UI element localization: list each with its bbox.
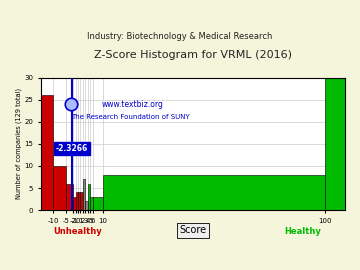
Text: -2.3266: -2.3266 [56,144,88,153]
X-axis label: Score: Score [179,225,207,235]
Text: www.textbiz.org: www.textbiz.org [102,100,163,109]
Y-axis label: Number of companies (129 total): Number of companies (129 total) [15,88,22,200]
Bar [90,197,93,210]
Text: Unhealthy: Unhealthy [53,227,102,236]
Bar [103,175,325,210]
Bar [53,166,66,210]
Bar [81,193,83,210]
Text: Industry: Biotechnology & Medical Research: Industry: Biotechnology & Medical Resear… [87,32,273,41]
Bar [73,197,76,210]
Bar [88,184,90,210]
Bar [93,197,103,210]
Bar [66,184,73,210]
Text: The Research Foundation of SUNY: The Research Foundation of SUNY [71,114,190,120]
Bar [41,95,53,210]
Bar [78,193,81,210]
Title: Z-Score Histogram for VRML (2016): Z-Score Histogram for VRML (2016) [94,50,292,60]
Bar [76,193,78,210]
Bar [83,179,85,210]
Bar [85,201,88,210]
Bar [325,77,350,210]
Text: Healthy: Healthy [284,227,321,236]
